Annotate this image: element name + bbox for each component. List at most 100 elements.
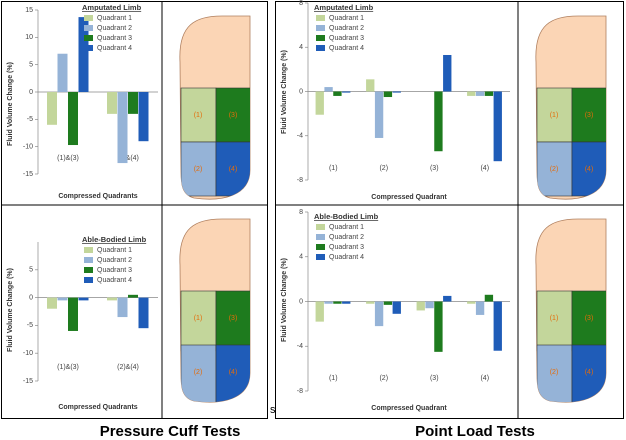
bar [78, 297, 89, 301]
x-tick-label: (1) [329, 165, 338, 172]
y-axis-label: Fluid Volume Change (%) [7, 62, 14, 146]
legend-swatch [84, 277, 93, 283]
x-axis-label: Compressed Quadrants [58, 193, 137, 200]
legend-label: Quadrant 4 [329, 254, 364, 261]
bar [484, 91, 494, 96]
bar [315, 91, 324, 115]
quadrant-label: (3) [585, 112, 594, 119]
legend-label: Quadrant 2 [97, 25, 132, 32]
quadrant [180, 290, 217, 352]
bar [416, 301, 425, 311]
x-axis-label: Compressed Quadrant [371, 194, 447, 201]
legend-label: Quadrant 1 [329, 15, 364, 22]
legend-swatch [84, 247, 93, 253]
y-tick-label: 8 [299, 209, 303, 216]
bar [467, 91, 476, 96]
y-tick-label: -10 [23, 350, 33, 357]
quadrant-label: (2) [194, 166, 203, 173]
limb: (1) (2) (3) (4) [535, 218, 607, 403]
quadrants [180, 290, 250, 403]
y-tick-label: -15 [23, 171, 33, 178]
legend-label: Quadrant 2 [97, 257, 132, 264]
chart-title: Amputated Limb [82, 3, 142, 12]
quadrant-label: (3) [585, 315, 594, 322]
bar [484, 294, 494, 302]
x-tick-label: (3) [430, 165, 439, 172]
legend-swatch [84, 35, 93, 41]
x-axis-label: Compressed Quadrant [371, 405, 447, 412]
quadrant-label: (4) [585, 369, 594, 376]
x-tick-label: (4) [480, 165, 489, 172]
bar [68, 92, 78, 146]
quadrant-label: (3) [229, 112, 238, 119]
quadrant-label: (1) [550, 112, 559, 119]
chart-title: Able-Bodied Limb [314, 212, 379, 221]
y-tick-label: 4 [299, 254, 303, 261]
stray-text: s [270, 404, 276, 416]
limb: (1) (2) (3) (4) [179, 15, 251, 200]
bar [117, 92, 128, 164]
bar [392, 301, 401, 314]
bar [443, 54, 452, 92]
legend-swatch [84, 15, 93, 21]
bar [333, 91, 342, 96]
legend-swatch [316, 25, 325, 31]
legend-swatch [84, 267, 93, 273]
bar [47, 92, 57, 125]
x-axis-label: Compressed Quadrants [58, 404, 137, 411]
bar [342, 91, 351, 93]
quadrants [536, 290, 606, 403]
y-tick-label: -4 [297, 133, 303, 140]
bar [475, 301, 485, 315]
bar [128, 92, 138, 114]
legend-swatch [316, 244, 325, 250]
y-tick-label: 5 [29, 267, 33, 274]
legend-swatch [316, 35, 325, 41]
y-tick-label: 4 [299, 44, 303, 51]
x-tick-label: (1)&(3) [57, 364, 79, 371]
y-tick-label: 0 [299, 298, 303, 305]
bar [47, 297, 57, 309]
legend-swatch [84, 257, 93, 263]
y-axis-label: Fluid Volume Change (%) [281, 258, 288, 342]
quadrant-label: (4) [229, 369, 238, 376]
legend-swatch [84, 25, 93, 31]
legend-label: Quadrant 1 [329, 224, 364, 231]
y-tick-label: -5 [27, 322, 33, 329]
x-tick-label: (2)&(4) [117, 155, 139, 162]
x-tick-label: (4) [480, 375, 489, 382]
legend-label: Quadrant 4 [97, 277, 132, 284]
bar [333, 301, 342, 304]
y-tick-label: 10 [25, 34, 33, 41]
y-tick-label: -10 [23, 144, 33, 151]
bar [117, 297, 128, 318]
bar [475, 91, 485, 96]
group-title: Pressure Cuff Tests [100, 423, 241, 440]
y-tick-label: 5 [29, 62, 33, 69]
quadrant-label: (4) [229, 166, 238, 173]
legend-label: Quadrant 3 [97, 35, 132, 42]
bar [392, 91, 401, 93]
legend-label: Quadrant 3 [329, 244, 364, 251]
quadrant [536, 87, 573, 143]
legend-label: Quadrant 3 [97, 267, 132, 274]
quadrant [536, 141, 573, 197]
quadrant-label: (1) [550, 315, 559, 322]
left-frame [1, 1, 268, 419]
bar [315, 301, 324, 322]
bar [434, 301, 443, 352]
x-tick-label: (2) [379, 165, 388, 172]
legend-swatch [316, 45, 325, 51]
bar [434, 91, 443, 152]
x-tick-label: (1) [329, 375, 338, 382]
bar [78, 17, 89, 92]
bar [383, 91, 393, 98]
right-frame [275, 1, 624, 419]
legend-label: Quadrant 2 [329, 234, 364, 241]
chart-title: Able-Bodied Limb [82, 235, 147, 244]
group-title: Point Load Tests [415, 423, 535, 440]
bar [138, 92, 149, 142]
bar [107, 92, 117, 114]
